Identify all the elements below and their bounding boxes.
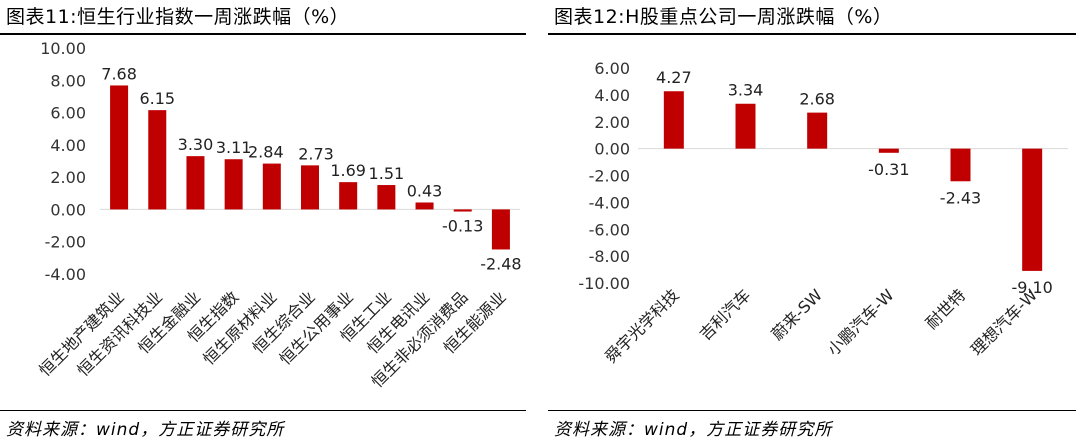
x-tick-label: 小鹏汽车-W	[824, 285, 898, 359]
data-label: 2.73	[298, 144, 334, 163]
y-tick-label: -4.00	[589, 193, 630, 212]
data-label: 1.69	[330, 161, 366, 180]
source-divider	[0, 410, 526, 411]
x-tick-label: 舜宇光学科技	[601, 285, 682, 366]
bar	[950, 148, 971, 182]
data-label: -2.48	[480, 254, 521, 273]
bar	[1022, 148, 1043, 271]
source-note: 资料来源：wind，方正证券研究所	[6, 420, 285, 440]
y-tick-label: -6.00	[589, 220, 630, 239]
data-label: 3.34	[728, 81, 764, 100]
title-divider	[548, 33, 1076, 35]
bar	[148, 110, 167, 210]
y-tick-label: -10.00	[578, 274, 630, 293]
chart-panel-industry: 图表11:恒生行业指数一周涨跌幅（%） 10.00 8.00 6.00 4.00 2.0…	[0, 0, 532, 446]
bar	[415, 202, 434, 210]
data-label: 3.30	[178, 135, 214, 154]
bar	[807, 112, 828, 149]
chart-title: 图表12:H股重点公司一周涨跌幅（%）	[554, 6, 893, 28]
y-tick-label: 0.00	[594, 140, 630, 159]
y-tick-label: 4.00	[594, 86, 630, 105]
x-tick-label: 耐世特	[922, 285, 969, 332]
bar	[663, 91, 684, 149]
bar	[224, 159, 243, 210]
y-tick-label: 10.00	[40, 39, 86, 58]
y-tick-label: -2.00	[45, 233, 86, 252]
y-tick-label: -2.00	[589, 167, 630, 186]
bar	[377, 185, 396, 210]
data-label: -0.13	[442, 217, 483, 236]
data-label: 0.43	[407, 181, 443, 200]
bar	[110, 85, 129, 210]
source-divider	[548, 410, 1076, 411]
chart-companies-svg: 6.00 4.00 2.00 0.00 -2.00 -4.00 -6.00 -8.00 -10.…	[578, 59, 1068, 367]
data-label: 1.51	[369, 164, 405, 183]
y-tick-label: 2.00	[594, 113, 630, 132]
data-label: -2.43	[940, 188, 981, 207]
y-tick-label: -8.00	[589, 247, 630, 266]
y-tick-label: 0.00	[50, 200, 86, 219]
bar	[301, 165, 319, 210]
bar	[491, 209, 510, 250]
y-tick-label: 8.00	[50, 71, 86, 90]
data-label: 3.11	[216, 138, 252, 157]
bar	[339, 182, 358, 210]
data-label: 2.68	[799, 90, 835, 109]
bar	[735, 103, 756, 149]
x-tick-label: 吉利汽车	[696, 285, 755, 344]
chart-title: 图表11:恒生行业指数一周涨跌幅（%）	[6, 6, 350, 28]
y-tick-label: 6.00	[50, 104, 86, 123]
y-tick-label: 6.00	[594, 59, 630, 78]
data-label: 7.68	[101, 64, 137, 83]
data-label: 4.27	[656, 68, 692, 87]
y-tick-label: 2.00	[50, 168, 86, 187]
bar	[453, 209, 472, 212]
data-label: -9.10	[1011, 278, 1052, 297]
bar	[262, 163, 281, 210]
x-tick-label: 蔚来-SW	[767, 285, 826, 344]
y-tick-label: 4.00	[50, 136, 86, 155]
chart-industry-svg: 10.008.006.004.002.000.00-2.00-4.007.68恒…	[35, 39, 521, 391]
bar	[186, 156, 205, 210]
x-tick-label: 理想汽车-W	[967, 285, 1041, 359]
y-tick-label: -4.00	[45, 265, 86, 284]
bar	[878, 148, 899, 153]
data-label: 6.15	[139, 89, 175, 108]
data-label: 2.84	[248, 143, 284, 162]
source-note: 资料来源：wind，方正证券研究所	[554, 420, 833, 440]
chart-panel-companies: 图表12:H股重点公司一周涨跌幅（%） 6.00 4.00 2.00 0.00 -2.0…	[548, 0, 1080, 446]
title-divider	[0, 33, 526, 35]
data-label: -0.31	[868, 160, 909, 179]
